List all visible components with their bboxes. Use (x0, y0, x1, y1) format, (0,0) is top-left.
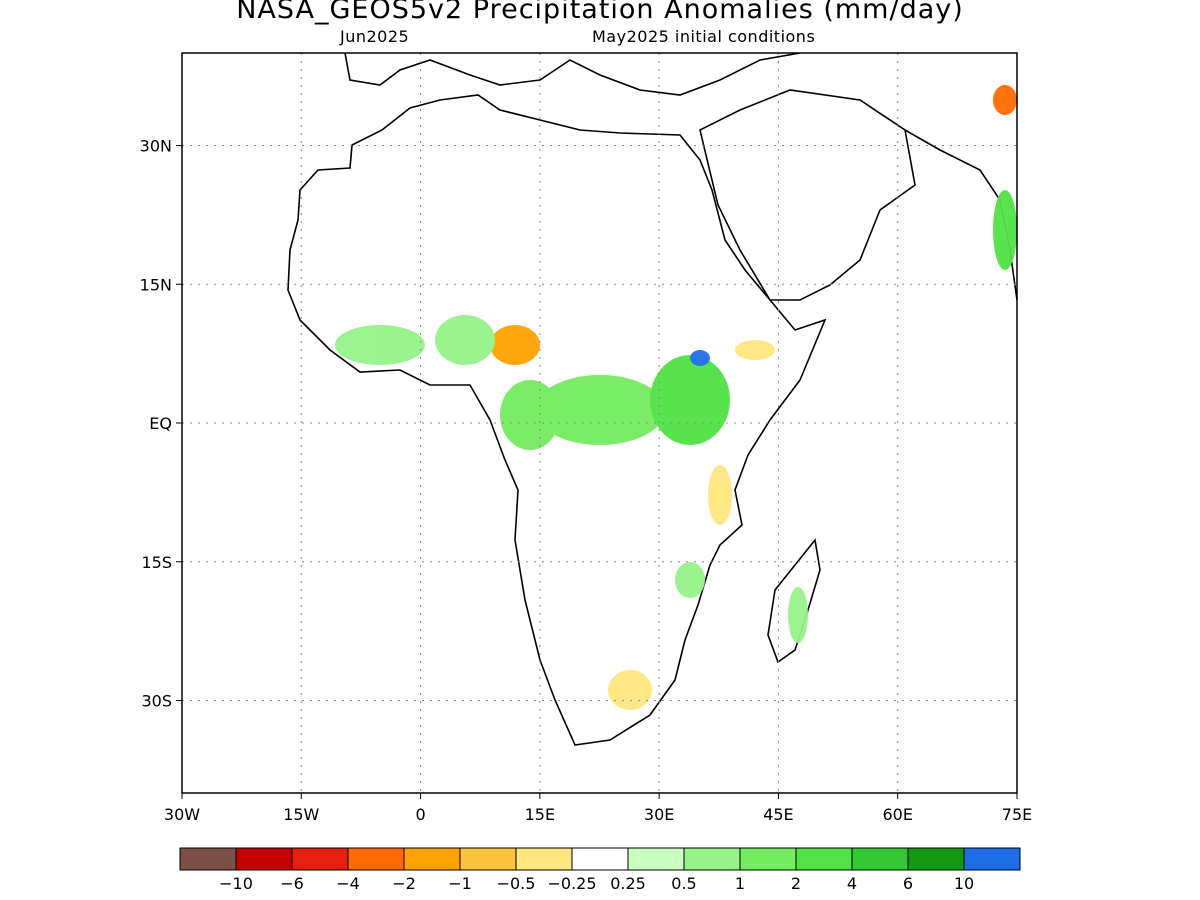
lon-label: 75E (1002, 805, 1032, 824)
lon-label: 45E (763, 805, 793, 824)
tanzania-dry-patch (708, 465, 732, 525)
legend-swatch (403, 847, 461, 871)
legend-label: −4 (336, 874, 360, 893)
lat-label: EQ (149, 414, 172, 433)
lat-label: 15S (141, 553, 172, 572)
legend-swatch (963, 847, 1021, 871)
lon-label: 0 (415, 805, 425, 824)
south-africa-dry-patch (608, 670, 652, 710)
legend-label: −0.25 (547, 874, 596, 893)
india-wet-patch (993, 190, 1017, 270)
legend-swatch (627, 847, 685, 871)
legend-label: −2 (392, 874, 416, 893)
forecast-month: Jun2025 (340, 27, 410, 46)
color-legend: −10 −6 −4 −2 −1 −0.5 −0.25 0.25 0.5 1 2 4 6 10 (179, 847, 1021, 893)
legend-label: 6 (903, 874, 913, 893)
legend-swatch (347, 847, 405, 871)
legend-label: −1 (448, 874, 472, 893)
east-africa-wet-patch (650, 355, 730, 445)
lat-label: 30N (140, 137, 172, 156)
europe-coastline (344, 53, 801, 96)
sahel-wet-patch (335, 325, 425, 365)
arabia-coastline (699, 89, 916, 301)
lon-label: 30W (164, 805, 200, 824)
graticule (176, 53, 1018, 799)
legend-swatch (739, 847, 797, 871)
lon-label: 15W (283, 805, 319, 824)
africa-coastline (287, 94, 827, 746)
legend-swatch (851, 847, 909, 871)
initial-conditions: May2025 initial conditions (592, 27, 816, 46)
iran-dry-patch (993, 85, 1017, 115)
lat-label: 15N (140, 275, 172, 294)
legend-swatch (795, 847, 853, 871)
legend-swatch (907, 847, 965, 871)
legend-swatch (515, 847, 573, 871)
latitude-labels: 30N 15N EQ 15S 30S (140, 137, 172, 711)
legend-label: −6 (280, 874, 304, 893)
mozambique-wet-patch (675, 562, 705, 598)
legend-label: 10 (954, 874, 974, 893)
lat-label: 30S (141, 692, 172, 711)
legend-swatch (683, 847, 741, 871)
legend-swatch (235, 847, 293, 871)
map-title: NASA_GEOS5v2 Precipitation Anomalies (mm… (236, 0, 964, 25)
legend-label: −0.5 (497, 874, 536, 893)
legend-label: 4 (847, 874, 857, 893)
legend-label: −10 (219, 874, 253, 893)
legend-swatch (291, 847, 349, 871)
lon-label: 60E (882, 805, 912, 824)
anomaly-layer (287, 53, 1017, 746)
madagascar-wet-patch (788, 587, 808, 643)
lon-label: 30E (644, 805, 674, 824)
legend-label: 0.5 (671, 874, 696, 893)
legend-label: 0.25 (610, 874, 646, 893)
west-africa-wet-patch (435, 315, 495, 365)
legend-label: 2 (791, 874, 801, 893)
longitude-labels: 30W 15W 0 15E 30E 45E 60E 75E (164, 805, 1032, 824)
legend-label: 1 (735, 874, 745, 893)
legend-swatch (179, 847, 237, 871)
map-frame (181, 52, 1018, 794)
central-africa-wet-patch (535, 375, 665, 445)
legend-swatch (459, 847, 517, 871)
lon-label: 15E (525, 805, 555, 824)
somalia-dry-patch (735, 340, 775, 360)
nigeria-dry-patch (490, 325, 540, 365)
ethiopia-wet-core (690, 350, 710, 366)
legend-swatch (571, 847, 629, 871)
gabon-wet-patch (500, 380, 560, 450)
anomaly-patches (335, 85, 1017, 710)
